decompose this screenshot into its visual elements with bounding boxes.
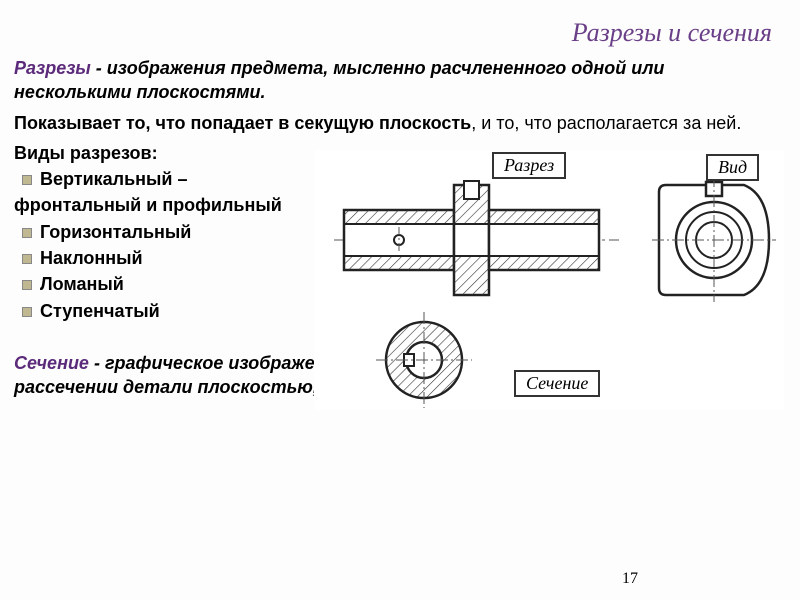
label-sechenie: Сечение xyxy=(514,370,600,397)
vid-drawing xyxy=(652,175,776,302)
def1-body2b: , и то, что располагается за ней. xyxy=(471,113,741,133)
label-vid: Вид xyxy=(706,154,759,181)
technical-diagram: Разрез Вид Сечение xyxy=(314,150,784,410)
title-text: Разрезы и сечения xyxy=(572,18,772,47)
razrez-drawing xyxy=(334,181,619,295)
def1-extra: Показывает то, что попадает в секущую пл… xyxy=(14,111,780,135)
page-number: 17 xyxy=(622,570,638,588)
page-title: Разрезы и сечения xyxy=(0,0,800,56)
def1-body1: - изображения предмета, мысленно расчлен… xyxy=(14,58,664,102)
definition-razrezy: Разрезы - изображения предмета, мысленно… xyxy=(14,56,780,105)
def1-lead: Разрезы xyxy=(14,58,91,78)
def1-body2a: Показывает то, что попадает в секущую пл… xyxy=(14,113,471,133)
label-razrez: Разрез xyxy=(492,152,566,179)
sechenie-drawing xyxy=(376,312,472,408)
def2-lead: Сечение xyxy=(14,353,89,373)
